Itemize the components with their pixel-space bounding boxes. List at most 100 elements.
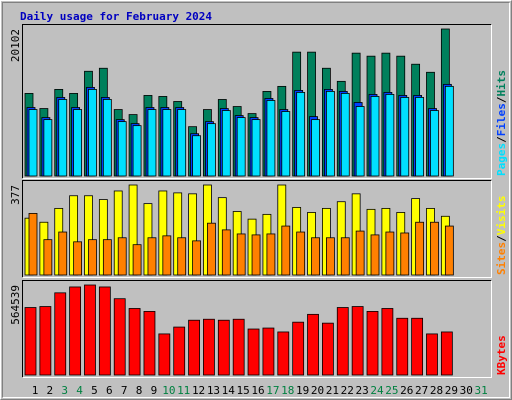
- x-tick-label: 30: [460, 384, 473, 397]
- x-tick-label: 18: [281, 384, 294, 397]
- x-tick-label: 24: [370, 384, 384, 397]
- bar: [370, 234, 380, 276]
- bar: [173, 326, 186, 376]
- bar: [102, 99, 112, 177]
- x-tick-label: 8: [136, 384, 143, 397]
- bar: [58, 99, 68, 177]
- bar: [28, 213, 38, 276]
- x-tick-label: 13: [207, 384, 220, 397]
- legend-separator: /: [495, 136, 508, 143]
- bar: [355, 106, 365, 177]
- legend-entry: KBytes: [495, 335, 508, 375]
- bar: [162, 235, 172, 276]
- bar: [266, 100, 276, 177]
- bar: [88, 239, 97, 276]
- bar: [251, 119, 261, 177]
- bar: [296, 92, 306, 177]
- bar: [192, 135, 201, 177]
- bar: [292, 321, 305, 376]
- bar: [385, 231, 395, 276]
- x-tick-label: 17: [266, 384, 279, 397]
- bar: [203, 318, 215, 376]
- y-tick-label: 377: [9, 185, 22, 205]
- bar: [351, 306, 364, 376]
- bar: [207, 222, 216, 276]
- bar: [396, 317, 409, 376]
- x-tick-label: 20: [311, 384, 324, 397]
- bar: [340, 237, 350, 276]
- x-tick-label: 2: [47, 384, 54, 397]
- bar: [217, 319, 230, 376]
- bar: [98, 286, 111, 376]
- x-tick-label: 14: [222, 384, 236, 397]
- bar: [311, 119, 320, 177]
- x-tick-label: 29: [445, 384, 458, 397]
- panel-border-dark: [22, 280, 492, 378]
- x-tick-label: 19: [296, 384, 309, 397]
- bar: [84, 284, 96, 376]
- bar: [143, 311, 156, 376]
- bar: [147, 237, 157, 276]
- bar: [117, 121, 127, 177]
- bar: [192, 240, 201, 276]
- bar: [321, 322, 334, 376]
- x-tick-label: 11: [177, 384, 190, 397]
- bar: [207, 123, 216, 177]
- bar: [158, 333, 171, 376]
- legend-entry: Sites: [495, 242, 508, 275]
- bar: [247, 328, 260, 376]
- bar: [444, 85, 454, 177]
- bar: [266, 233, 276, 276]
- legend-separator: /: [495, 96, 508, 103]
- x-tick-label: 5: [91, 384, 98, 397]
- x-tick-label: 10: [162, 384, 175, 397]
- legend-entry: Visits: [495, 196, 508, 236]
- legend: Pages/Files/Hits: [495, 70, 508, 176]
- bar: [281, 111, 291, 177]
- bar: [355, 230, 365, 276]
- legend-entry: Pages: [495, 143, 508, 176]
- x-tick-label: 21: [326, 384, 339, 397]
- bar: [147, 109, 157, 177]
- bar: [325, 91, 335, 177]
- panel-border-light: [22, 180, 492, 278]
- x-tick-label: 23: [356, 384, 369, 397]
- bar: [221, 110, 231, 177]
- bar: [262, 327, 275, 376]
- x-tick-label: 12: [192, 384, 205, 397]
- bar: [69, 286, 82, 376]
- bar: [411, 317, 424, 376]
- bar: [128, 308, 141, 376]
- bar: [430, 221, 439, 276]
- bar: [24, 307, 37, 376]
- bar: [426, 333, 438, 376]
- bar: [162, 109, 172, 177]
- bar: [307, 313, 319, 376]
- panel-border-dark: [22, 180, 492, 278]
- x-tick-label: 28: [430, 384, 443, 397]
- x-tick-label: 4: [76, 384, 83, 397]
- bar: [43, 239, 53, 276]
- panel-border-light: [22, 24, 492, 179]
- legend: Sites/Visits: [495, 196, 508, 276]
- bar: [221, 229, 231, 276]
- bar: [102, 239, 112, 276]
- x-tick-label: 27: [415, 384, 428, 397]
- bar: [113, 298, 126, 376]
- x-tick-label: 3: [61, 384, 68, 397]
- bar: [88, 89, 97, 177]
- bar: [336, 307, 349, 376]
- bar: [325, 237, 335, 276]
- bar: [400, 97, 410, 177]
- x-tick-label: 31: [474, 384, 487, 397]
- bar: [277, 331, 290, 376]
- y-tick-label: 20102: [9, 29, 22, 62]
- bar: [296, 231, 306, 276]
- bar: [73, 109, 83, 177]
- bar: [251, 234, 261, 276]
- x-tick-label: 15: [237, 384, 250, 397]
- bar: [366, 311, 379, 376]
- bar: [385, 94, 395, 177]
